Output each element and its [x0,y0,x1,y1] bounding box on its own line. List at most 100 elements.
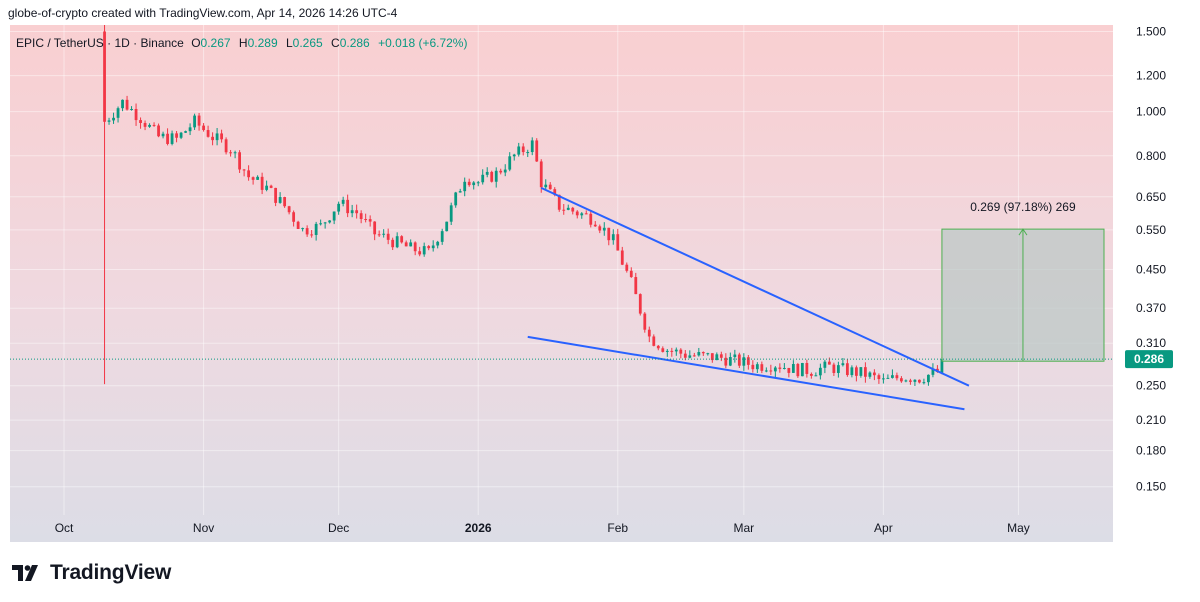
candle-body [927,374,930,383]
candle-body [922,382,926,384]
x-tick-label: Oct [55,521,74,535]
candle-body [742,357,746,366]
candle-body [166,133,169,144]
candle-body [229,152,232,154]
candle-body [575,211,579,216]
candle-body [557,194,561,210]
candle-body [886,377,890,379]
candle-body [445,221,449,232]
candle-body [431,245,435,249]
candle-body [391,239,395,248]
target-label: 0.269 (97.18%) 269 [970,200,1076,214]
candle-body [584,213,588,215]
candle-body [814,375,818,377]
candle-body [629,270,633,278]
candle-body [472,182,476,186]
candle-body [701,352,705,354]
candle-body [787,367,791,373]
candle-body [755,364,759,370]
candle-body [521,146,525,153]
candle-body [746,357,750,365]
candle-body [859,367,863,376]
candle-body [499,170,503,173]
candle-body [256,176,260,180]
candle-body [602,227,606,231]
candle-body [202,125,205,131]
candle-body [148,124,151,127]
candle-body [463,181,467,192]
candle-body [215,133,219,141]
candle-body [161,133,165,137]
candle-body [305,228,309,235]
x-tick-label: 2026 [465,521,492,535]
candle-body [395,236,399,248]
candle-body [719,354,723,358]
candle-body [409,242,413,247]
tradingview-brand: TradingView [50,561,172,584]
current-price-label: 0.286 [1134,352,1164,366]
candle-body [332,211,336,221]
candle-body [809,373,813,376]
y-tick-label: 1.000 [1136,105,1166,119]
target-arrowhead [1018,228,1028,236]
candle-body [476,182,480,184]
candle-body [503,169,507,173]
low-label: L [286,36,293,50]
tradingview-logo-icon [12,565,38,581]
candle-body [494,170,498,182]
candle-body [764,370,768,372]
candle-body [517,146,521,155]
candle-body [238,152,241,170]
candle-body [107,120,111,122]
candle-body [800,362,804,377]
x-tick-label: Apr [874,521,893,535]
y-axis[interactable]: 1.500 1.200 1.000 0.800 0.650 0.550 0.450 0.370… [1136,25,1166,494]
candle-body [247,170,251,178]
candle-body [404,242,408,247]
x-axis[interactable]: Oct Nov Dec 2026 Feb Mar Apr May [55,521,1030,535]
trendline-upper[interactable] [540,186,970,387]
overlays: 0.269 (97.18%) 269 [10,186,1113,411]
candle-body [508,156,512,170]
candle-body [121,99,124,109]
candles [103,25,944,386]
price-chart[interactable]: 0.269 (97.18%) 269 1.500 1.200 1.000 0.800 0… [10,25,1190,542]
candle-body [422,246,426,255]
candle-body [634,277,638,295]
candle-body [697,352,701,356]
candle-body [314,223,318,235]
candle-body [328,220,332,223]
candle-body [134,108,138,121]
y-tick-label: 0.370 [1136,301,1166,315]
candle-body [854,367,858,376]
candle-body [733,354,737,358]
chart-area[interactable]: 0.269 (97.18%) 269 1.500 1.200 1.000 0.800 0… [10,25,1190,542]
candle-body [931,368,935,375]
candle-body [211,136,214,141]
candle-body [530,140,534,153]
candle-body [571,207,575,212]
x-tick-label: Mar [733,521,754,535]
candle-body [373,221,377,235]
trendline-lower[interactable] [527,335,965,411]
candle-body [553,189,557,195]
candle-body [440,231,444,242]
candle-body [638,294,642,314]
candle-body [467,181,471,186]
candle-body [125,99,129,110]
chart-caption: globe-of-crypto created with TradingView… [8,6,398,20]
candle-body [918,379,921,383]
high-value: 0.289 [248,36,278,50]
candle-body [566,207,570,210]
candle-body [287,206,291,213]
candle-body [368,219,372,222]
candle-body [197,115,201,126]
y-tick-label: 0.210 [1136,413,1166,427]
y-tick-label: 0.310 [1136,336,1166,350]
close-value: 0.286 [340,36,370,50]
candle-body [665,350,669,352]
candle-body [220,133,223,140]
candle-body [346,199,350,214]
candle-body [706,353,710,355]
candle-body [359,213,363,220]
